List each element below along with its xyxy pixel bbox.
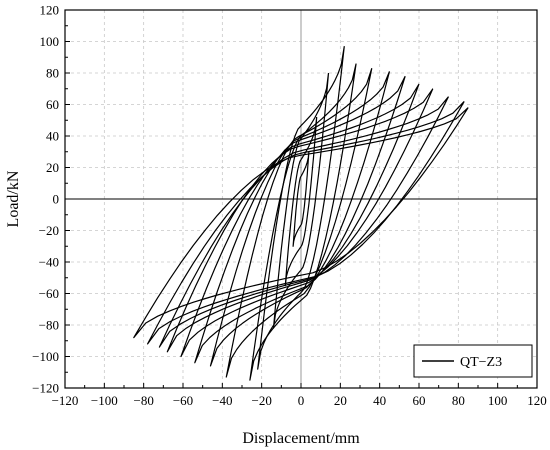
hysteresis-loop-7 bbox=[209, 71, 391, 367]
hysteresis-loop-1 bbox=[292, 151, 310, 247]
y-tick-label: 100 bbox=[40, 34, 60, 49]
x-tick-label: −120 bbox=[52, 393, 79, 408]
y-tick-label: 20 bbox=[46, 160, 59, 175]
x-tick-label: 100 bbox=[488, 393, 508, 408]
y-tick-label: 40 bbox=[46, 129, 59, 144]
x-tick-label: 80 bbox=[452, 393, 465, 408]
y-tick-label: 120 bbox=[40, 3, 60, 18]
x-tick-label: −60 bbox=[173, 393, 193, 408]
y-tick-label: −100 bbox=[32, 349, 59, 364]
x-tick-label: 60 bbox=[413, 393, 426, 408]
tick-labels: −120 −100 −80 −60 −40 −20 0 20 40 60 80 100 120−120−… bbox=[32, 3, 547, 409]
y-tick-label: −20 bbox=[39, 223, 59, 238]
hysteresis-loop-11 bbox=[158, 96, 450, 348]
x-tick-label: 0 bbox=[298, 393, 305, 408]
legend-label: QT−Z3 bbox=[460, 355, 502, 370]
hysteresis-loop-8 bbox=[194, 75, 406, 364]
hysteresis-loop-9 bbox=[180, 83, 420, 358]
x-tick-label: 40 bbox=[373, 393, 386, 408]
hysteresis-loop-13 bbox=[133, 107, 469, 339]
y-tick-label: 80 bbox=[46, 66, 59, 81]
x-tick-label: −40 bbox=[212, 393, 232, 408]
y-tick-label: 60 bbox=[46, 97, 59, 112]
x-tick-label: −100 bbox=[91, 393, 118, 408]
y-tick-label: −120 bbox=[32, 381, 59, 396]
hysteresis-loop-5 bbox=[249, 63, 357, 381]
y-axis-title: Load/kN bbox=[5, 170, 22, 227]
y-tick-label: −60 bbox=[39, 286, 59, 301]
x-axis-title: Displacement/mm bbox=[242, 430, 360, 447]
y-tick-label: −40 bbox=[39, 255, 59, 270]
zero-axis-lines bbox=[65, 10, 537, 388]
x-tick-label: −80 bbox=[133, 393, 153, 408]
y-tick-label: −80 bbox=[39, 318, 59, 333]
axis-ticks bbox=[64, 9, 538, 389]
hysteresis-loop-6 bbox=[225, 68, 373, 378]
x-tick-label: −20 bbox=[251, 393, 271, 408]
hysteresis-loop-10 bbox=[166, 88, 434, 353]
hysteresis-loop-4 bbox=[257, 46, 345, 370]
x-tick-label: 120 bbox=[527, 393, 547, 408]
y-tick-label: 0 bbox=[53, 192, 60, 207]
hysteresis-series bbox=[133, 46, 469, 381]
x-tick-label: 20 bbox=[334, 393, 347, 408]
hysteresis-loop-12 bbox=[147, 100, 465, 345]
legend: QT−Z3 bbox=[413, 344, 533, 378]
